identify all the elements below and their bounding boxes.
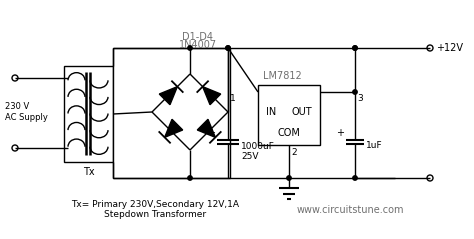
Text: 3: 3 <box>357 94 363 103</box>
Bar <box>258 85 320 145</box>
Circle shape <box>353 46 357 50</box>
Text: Tx: Tx <box>82 167 94 177</box>
Bar <box>64 66 113 162</box>
Circle shape <box>353 46 357 50</box>
Text: +: + <box>336 128 344 138</box>
Polygon shape <box>203 87 221 105</box>
Circle shape <box>226 46 230 50</box>
Text: Tx= Primary 230V,Secondary 12V,1A: Tx= Primary 230V,Secondary 12V,1A <box>71 200 239 209</box>
Circle shape <box>353 176 357 180</box>
Circle shape <box>226 46 230 50</box>
Circle shape <box>353 90 357 94</box>
Text: 230 V
AC Supply: 230 V AC Supply <box>5 102 48 122</box>
Text: Stepdown Transformer: Stepdown Transformer <box>104 210 206 219</box>
Text: 1uF: 1uF <box>366 141 383 151</box>
Polygon shape <box>159 87 177 105</box>
Text: COM: COM <box>278 128 301 138</box>
Text: 25V: 25V <box>241 152 258 161</box>
Bar <box>113 48 230 178</box>
Text: +: + <box>207 128 215 138</box>
Text: 1000uF: 1000uF <box>241 142 275 151</box>
Text: 1: 1 <box>230 94 236 103</box>
Text: 1N4007: 1N4007 <box>179 40 217 50</box>
Polygon shape <box>197 119 215 137</box>
Text: IN: IN <box>266 107 276 117</box>
Text: LM7812: LM7812 <box>263 71 302 81</box>
Text: D1-D4: D1-D4 <box>182 32 213 42</box>
Circle shape <box>188 176 192 180</box>
Circle shape <box>188 46 192 50</box>
Text: www.circuitstune.com: www.circuitstune.com <box>296 205 404 215</box>
Text: OUT: OUT <box>292 107 312 117</box>
Text: 2: 2 <box>291 148 297 157</box>
Polygon shape <box>164 119 182 137</box>
Circle shape <box>287 176 291 180</box>
Text: +12V: +12V <box>436 43 463 53</box>
